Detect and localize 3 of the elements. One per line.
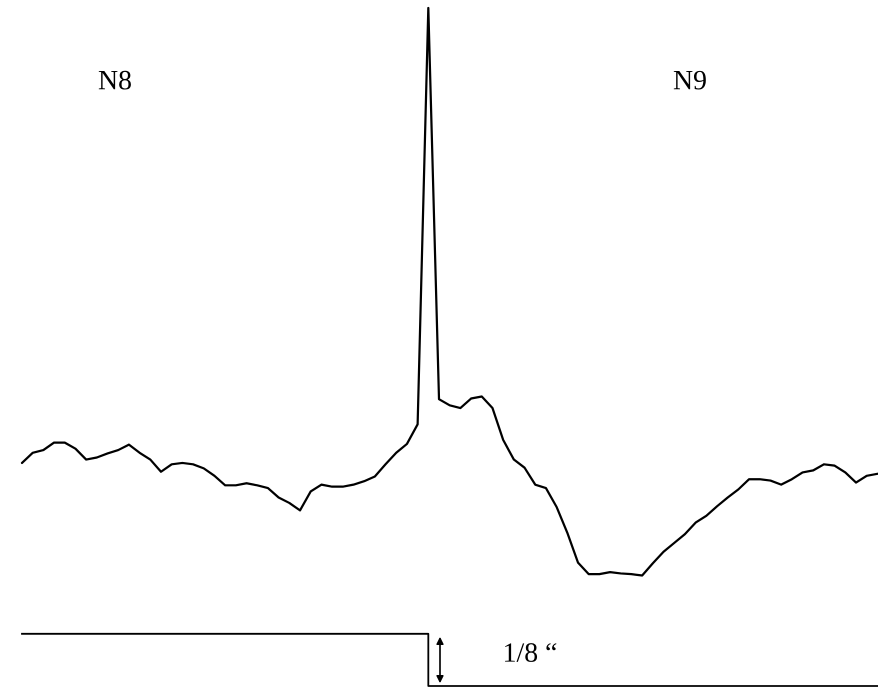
annotation: N8: [98, 70, 131, 90]
annotation: 1/8 “: [505, 643, 556, 662]
annotation: N9: [674, 70, 706, 90]
